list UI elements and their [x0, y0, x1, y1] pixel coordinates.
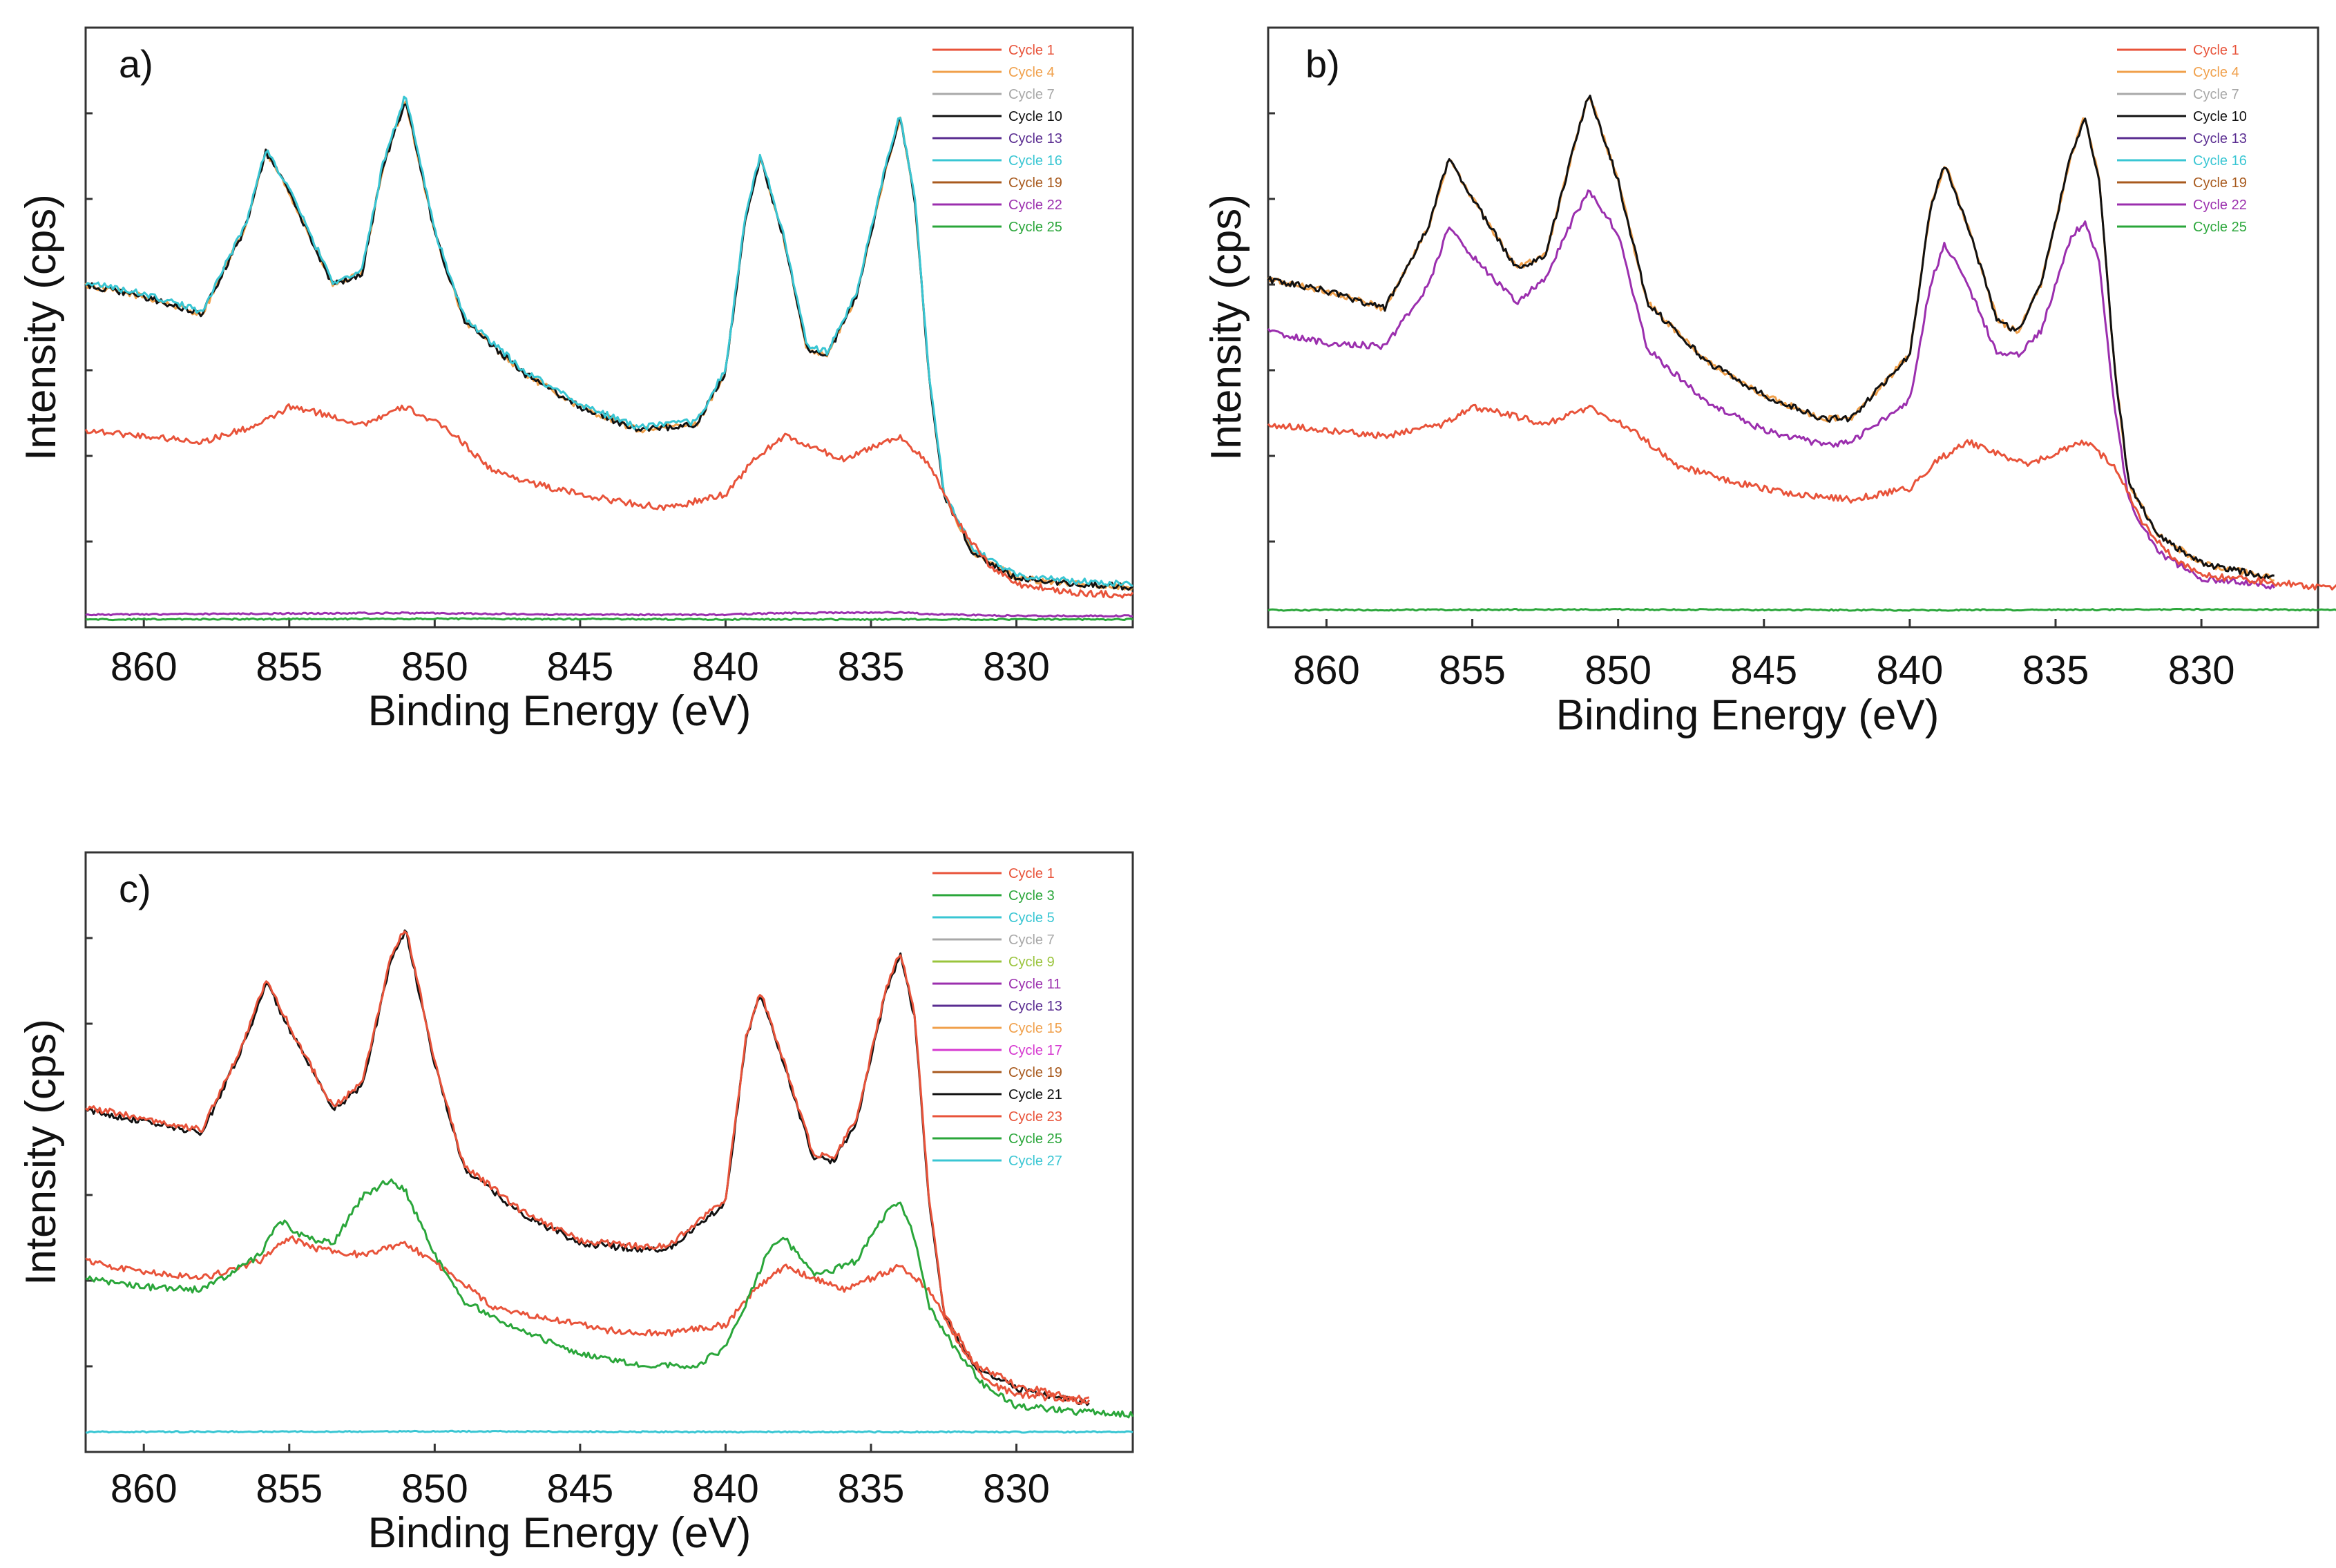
- panel-c-label: c): [119, 867, 151, 910]
- panel-b-series: [1267, 95, 2336, 612]
- series-line: [85, 103, 1133, 591]
- legend-entry: Cycle 19: [2193, 175, 2247, 191]
- panel-a-ylabel: Intensity (cps): [17, 194, 65, 461]
- x-tick-label: 860: [1293, 648, 1360, 693]
- legend-entry: Cycle 17: [1008, 1043, 1062, 1058]
- legend-entry: Cycle 1: [1008, 43, 1055, 58]
- panel-b-frame: [1267, 26, 2319, 629]
- x-tick-label: 840: [692, 644, 759, 689]
- series-line: [84, 99, 1134, 591]
- x-tick-label: 855: [256, 1466, 323, 1511]
- legend-entry: Cycle 25: [1008, 1131, 1062, 1147]
- panel-b-xlabel: Binding Energy (eV): [1556, 691, 1940, 739]
- x-tick-label: 855: [256, 644, 323, 689]
- series-line: [1267, 95, 2275, 580]
- legend-entry: Cycle 11: [1008, 977, 1061, 992]
- legend-entry: Cycle 15: [1008, 1021, 1062, 1036]
- panel-a-xlabel: Binding Energy (eV): [368, 687, 751, 735]
- panel-a-series: [84, 95, 1134, 622]
- panel-c-frame: [84, 851, 1134, 1453]
- series-line: [84, 403, 1134, 599]
- x-tick-label: 835: [838, 644, 905, 689]
- legend-entry: Cycle 16: [2193, 153, 2247, 169]
- x-tick-label: 860: [111, 644, 178, 689]
- panel-c-ylabel: Intensity (cps): [17, 1019, 65, 1285]
- x-tick-label: 860: [111, 1466, 178, 1511]
- x-tick-label: 830: [2168, 648, 2235, 693]
- series-line: [85, 611, 1133, 618]
- legend-entry: Cycle 19: [1008, 1065, 1062, 1080]
- panel-a: a) Binding Energy (eV) Intensity (cps) 8…: [17, 26, 1134, 735]
- legend-entry: Cycle 13: [1008, 999, 1062, 1014]
- x-tick-label: 855: [1439, 648, 1506, 693]
- x-tick-label: 845: [546, 1466, 613, 1511]
- legend-entry: Cycle 7: [1008, 933, 1055, 948]
- legend-entry: Cycle 22: [2193, 198, 2247, 213]
- panel-a-legend: Cycle 1 Cycle 4 Cycle 7 Cycle 10 Cycle 13 Cyc…: [932, 43, 1062, 235]
- legend-entry: Cycle 5: [1008, 910, 1055, 926]
- legend-entry: Cycle 25: [2193, 220, 2247, 235]
- series-line: [85, 1178, 1134, 1419]
- panel-b-ylabel: Intensity (cps): [1203, 194, 1250, 461]
- x-tick-label: 850: [1585, 648, 1652, 693]
- panel-c-series: [84, 929, 1134, 1434]
- legend-entry: Cycle 23: [1008, 1109, 1062, 1125]
- x-tick-label: 845: [546, 644, 613, 689]
- panel-a-frame: [84, 26, 1134, 629]
- panel-c-xlabel: Binding Energy (eV): [368, 1509, 751, 1557]
- x-tick-label: 850: [401, 644, 468, 689]
- legend-entry: Cycle 10: [2193, 109, 2247, 124]
- x-tick-label: 830: [983, 1466, 1050, 1511]
- series-line: [1267, 403, 2336, 591]
- legend-entry: Cycle 3: [1008, 888, 1055, 903]
- series-line: [84, 95, 1133, 587]
- panel-c-ticks: 860 855 850 845 840 835 830: [86, 937, 1050, 1511]
- legend-entry: Cycle 19: [1008, 175, 1062, 191]
- series-line: [85, 1429, 1133, 1434]
- x-tick-label: 835: [838, 1466, 905, 1511]
- panel-a-ticks: 860 855 850 845 840 835 830: [86, 112, 1050, 689]
- legend-entry: Cycle 13: [1008, 131, 1062, 146]
- x-tick-label: 840: [1876, 648, 1943, 693]
- panel-a-label: a): [119, 42, 153, 86]
- legend-entry: Cycle 25: [1008, 220, 1062, 235]
- panel-b-ticks: 860 855 850 845 840 835 830: [1268, 112, 2235, 693]
- series-line: [1267, 189, 2275, 590]
- legend-entry: Cycle 7: [2193, 87, 2239, 102]
- panel-b: b) Binding Energy (eV) Intensity (cps) 8…: [1203, 26, 2336, 739]
- legend-entry: Cycle 9: [1008, 955, 1055, 970]
- legend-entry: Cycle 27: [1008, 1154, 1062, 1169]
- legend-entry: Cycle 16: [1008, 153, 1062, 169]
- x-tick-label: 835: [2022, 648, 2089, 693]
- series-line: [85, 617, 1133, 622]
- panel-c: c) Binding Energy (eV) Intensity (cps) 8…: [17, 851, 1134, 1557]
- x-tick-label: 850: [401, 1466, 468, 1511]
- legend-entry: Cycle 1: [1008, 866, 1055, 881]
- legend-entry: Cycle 22: [1008, 198, 1062, 213]
- legend-entry: Cycle 4: [2193, 65, 2239, 80]
- series-line: [84, 929, 1090, 1406]
- legend-entry: Cycle 4: [1008, 65, 1055, 80]
- x-tick-label: 830: [983, 644, 1050, 689]
- legend-entry: Cycle 13: [2193, 131, 2247, 146]
- legend-entry: Cycle 1: [2193, 43, 2239, 58]
- panel-c-legend: Cycle 1 Cycle 3 Cycle 5 Cycle 7 Cycle 9 Cycle…: [932, 866, 1062, 1169]
- legend-entry: Cycle 21: [1008, 1087, 1062, 1102]
- series-line: [1267, 97, 2275, 582]
- x-tick-label: 840: [692, 1466, 759, 1511]
- panel-b-label: b): [1305, 42, 1340, 86]
- series-line: [84, 930, 1090, 1403]
- series-line: [1267, 607, 2336, 612]
- legend-entry: Cycle 7: [1008, 87, 1055, 102]
- panel-b-legend: Cycle 1 Cycle 4 Cycle 7 Cycle 10 Cycle 13 Cyc…: [2117, 43, 2247, 235]
- x-tick-label: 845: [1730, 648, 1797, 693]
- legend-entry: Cycle 10: [1008, 109, 1062, 124]
